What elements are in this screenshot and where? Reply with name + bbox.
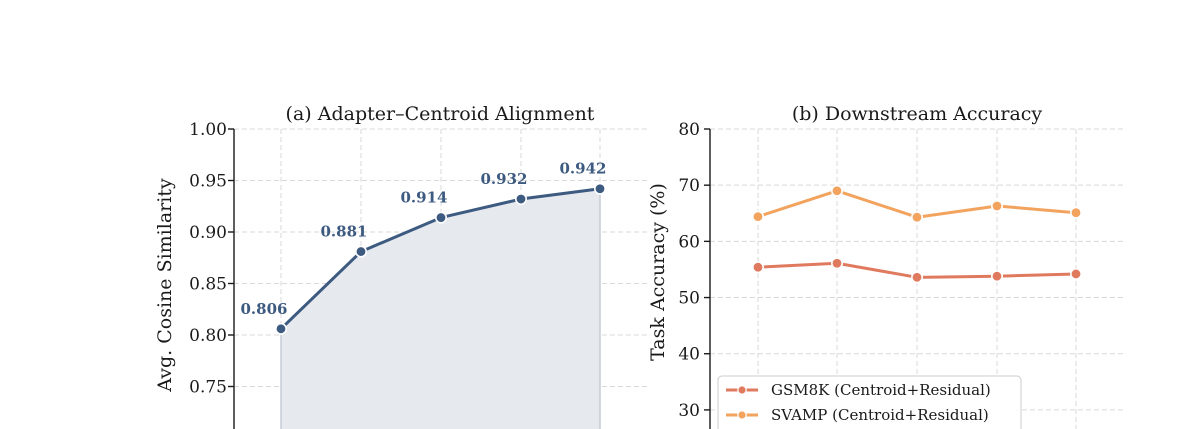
y-tick-label-1: 0.80 [189, 326, 227, 346]
data-label-2: 0.914 [401, 189, 448, 207]
area-fill [281, 188, 600, 429]
y-tick-label-0: 30 [678, 401, 700, 421]
series-0-point-4 [1070, 267, 1083, 280]
data-label-1: 0.881 [321, 223, 368, 241]
panel-b-ylabel: Task Accuracy (%) [647, 183, 669, 361]
legend: GSM8K (Centroid+Residual) SVAMP (Centroid… [717, 375, 1022, 429]
series-1-point-0 [751, 210, 764, 223]
data-label-0: 0.806 [241, 300, 288, 318]
series-0-point-0 [274, 322, 287, 335]
panel-a-title: (a) Adapter–Centroid Alignment [286, 103, 595, 125]
legend-marker-0 [737, 385, 747, 395]
series-0-point-2 [910, 271, 923, 284]
panel-a-ylabel: Avg. Cosine Similarity [154, 178, 176, 393]
y-tick-label-3: 60 [678, 232, 700, 252]
data-label-4: 0.942 [560, 160, 607, 178]
series-0-point-1 [354, 245, 367, 258]
series-0-point-1 [830, 257, 843, 270]
series-0-point-0 [751, 261, 764, 274]
legend-marker-1 [737, 410, 747, 420]
series-1-point-3 [990, 199, 1003, 212]
y-tick-label-1: 40 [678, 345, 700, 365]
data-label-3: 0.932 [481, 170, 528, 188]
series-1-point-2 [910, 211, 923, 224]
series-1-point-1 [830, 184, 843, 197]
legend-box [717, 375, 1022, 429]
y-tick-label-4: 70 [678, 176, 700, 196]
legend-label-1: SVAMP (Centroid+Residual) [771, 406, 989, 424]
panel-b-title: (b) Downstream Accuracy [792, 103, 1043, 125]
y-tick-label-5: 80 [678, 120, 700, 140]
y-tick-label-4: 0.95 [189, 172, 227, 192]
y-tick-label-2: 0.85 [189, 275, 227, 295]
legend-label-0: GSM8K (Centroid+Residual) [771, 381, 991, 399]
y-tick-label-0: 0.75 [189, 378, 227, 398]
y-tick-label-5: 1.00 [189, 120, 227, 140]
series-1-point-4 [1070, 206, 1083, 219]
series-0-point-3 [514, 193, 527, 206]
y-tick-label-3: 0.90 [189, 223, 227, 243]
y-tick-label-2: 50 [678, 289, 700, 309]
series-0-point-3 [990, 270, 1003, 283]
panel-a: (a) Adapter–Centroid Alignment Avg. Cosi… [154, 103, 648, 429]
panel-b: (b) Downstream Accuracy Task Accuracy (%… [647, 103, 1125, 429]
series-0-point-2 [434, 211, 447, 224]
series-0-point-4 [593, 182, 606, 195]
